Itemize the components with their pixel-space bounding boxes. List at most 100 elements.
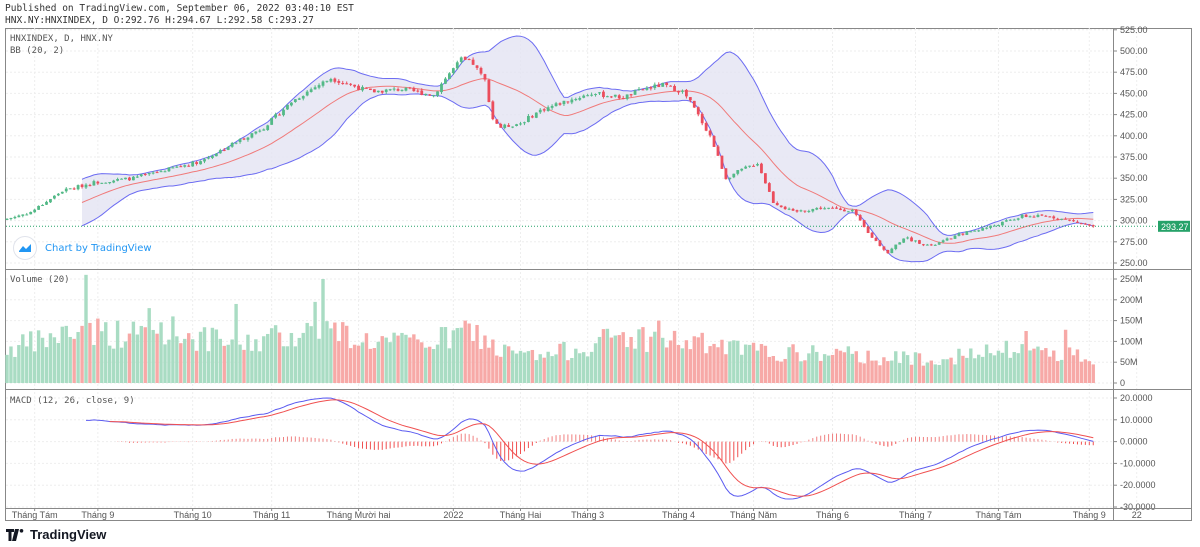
candle bbox=[570, 97, 574, 105]
candle bbox=[317, 83, 321, 90]
volume-bar bbox=[755, 350, 760, 383]
candle-body bbox=[246, 137, 250, 140]
tradingview-logo[interactable]: TradingView bbox=[6, 527, 106, 542]
candle-body bbox=[234, 142, 238, 144]
volume-bar bbox=[147, 308, 151, 383]
volume-bar bbox=[222, 345, 226, 383]
candle bbox=[361, 85, 364, 92]
volume-bar bbox=[957, 348, 961, 383]
candle bbox=[566, 101, 570, 104]
candle-body bbox=[586, 95, 590, 97]
candle bbox=[649, 86, 653, 91]
candle-body bbox=[100, 182, 104, 184]
volume-bar bbox=[159, 322, 163, 383]
volume-bar bbox=[32, 351, 37, 383]
candle-body bbox=[578, 98, 582, 100]
candle-body bbox=[17, 215, 21, 218]
candle-body bbox=[420, 90, 424, 95]
candle-body bbox=[756, 164, 759, 166]
candle-body bbox=[108, 182, 112, 184]
price-pane[interactable] bbox=[5, 35, 1158, 263]
candle bbox=[333, 77, 337, 84]
volume-bar bbox=[937, 364, 941, 383]
candle-body bbox=[266, 125, 270, 130]
volume-bar bbox=[562, 341, 566, 383]
volume-bar bbox=[969, 348, 973, 383]
candle bbox=[598, 92, 601, 96]
volume-bar bbox=[183, 338, 187, 383]
candle bbox=[775, 201, 779, 206]
candle-body bbox=[574, 99, 578, 101]
candle bbox=[199, 160, 202, 165]
candle bbox=[1001, 221, 1004, 226]
candle-body bbox=[290, 102, 293, 106]
candle-body bbox=[771, 191, 775, 203]
volume-bar bbox=[807, 353, 811, 383]
candle-body bbox=[56, 193, 60, 196]
chart-by-tradingview-link[interactable]: Chart by TradingView bbox=[13, 236, 152, 260]
volume-bar bbox=[846, 346, 851, 383]
candle bbox=[175, 165, 179, 168]
candle bbox=[625, 94, 629, 101]
volume-bar bbox=[1036, 346, 1040, 383]
volume-bar bbox=[29, 331, 33, 383]
candle-body bbox=[293, 99, 297, 102]
volume-bar bbox=[503, 344, 507, 383]
candle bbox=[724, 168, 728, 180]
candle bbox=[1048, 216, 1052, 218]
candle-body bbox=[594, 94, 597, 96]
volume-bar bbox=[811, 345, 815, 383]
candle bbox=[491, 100, 495, 121]
volume-bar bbox=[1067, 347, 1072, 383]
candle-body bbox=[1064, 218, 1067, 220]
time-tick-label: Tháng 6 bbox=[816, 510, 849, 520]
candle bbox=[993, 224, 996, 227]
candle bbox=[1044, 214, 1048, 217]
candle-body bbox=[124, 177, 127, 180]
candle bbox=[645, 86, 649, 91]
candle bbox=[345, 81, 349, 85]
candle bbox=[286, 104, 289, 110]
volume-bar bbox=[953, 364, 957, 383]
time-tick-label: Tháng 11 bbox=[253, 510, 290, 520]
volume-bar bbox=[88, 322, 92, 383]
candle bbox=[1036, 213, 1040, 218]
volume-bar bbox=[601, 329, 606, 383]
candle bbox=[977, 229, 981, 233]
candle bbox=[108, 182, 112, 185]
volume-bar bbox=[175, 336, 179, 383]
candle-body bbox=[207, 157, 210, 159]
candle bbox=[558, 102, 562, 106]
candle-body bbox=[677, 90, 680, 93]
candle-body bbox=[609, 96, 613, 98]
candle bbox=[886, 249, 890, 254]
candle bbox=[661, 82, 665, 87]
candle bbox=[791, 207, 795, 211]
candle-body bbox=[412, 87, 416, 92]
candle-body bbox=[665, 82, 669, 86]
macd-line bbox=[86, 397, 1094, 500]
volume-bar bbox=[633, 348, 637, 383]
published-line: Published on TradingView.com, September … bbox=[5, 3, 354, 14]
candle-body bbox=[92, 181, 96, 186]
candle-body bbox=[803, 210, 807, 212]
candle bbox=[396, 87, 400, 92]
macd-pane[interactable] bbox=[86, 397, 1094, 500]
candle bbox=[80, 183, 84, 189]
candle bbox=[811, 208, 815, 213]
candle bbox=[554, 101, 558, 107]
candle-body bbox=[538, 109, 542, 113]
candle-body bbox=[598, 92, 601, 94]
candle bbox=[467, 58, 471, 61]
volume-pane[interactable] bbox=[5, 274, 1095, 383]
candle bbox=[692, 100, 696, 108]
candle-body bbox=[25, 214, 29, 216]
candle-body bbox=[890, 248, 894, 254]
candle-body bbox=[195, 162, 198, 164]
candle bbox=[139, 173, 143, 178]
candle bbox=[444, 77, 447, 85]
candle bbox=[278, 113, 281, 116]
candle-body bbox=[467, 59, 471, 61]
candle-body bbox=[278, 114, 281, 116]
